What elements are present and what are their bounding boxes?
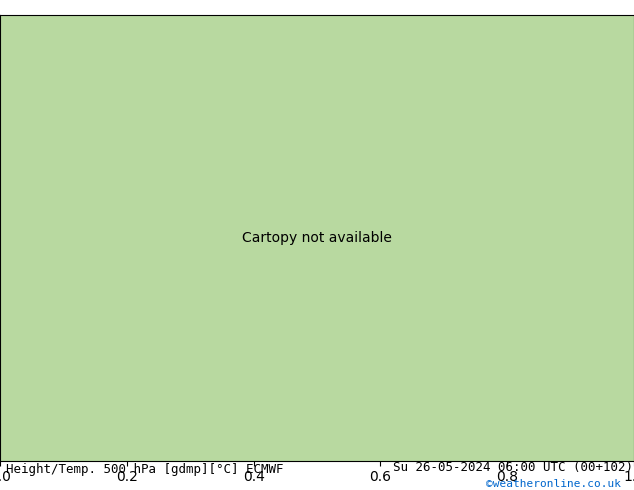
- Text: ©weatheronline.co.uk: ©weatheronline.co.uk: [486, 479, 621, 489]
- Text: Height/Temp. 500 hPa [gdmp][°C] ECMWF: Height/Temp. 500 hPa [gdmp][°C] ECMWF: [6, 463, 284, 476]
- Text: Su 26-05-2024 06:00 UTC (00+102): Su 26-05-2024 06:00 UTC (00+102): [393, 462, 633, 474]
- Text: Cartopy not available: Cartopy not available: [242, 231, 392, 245]
